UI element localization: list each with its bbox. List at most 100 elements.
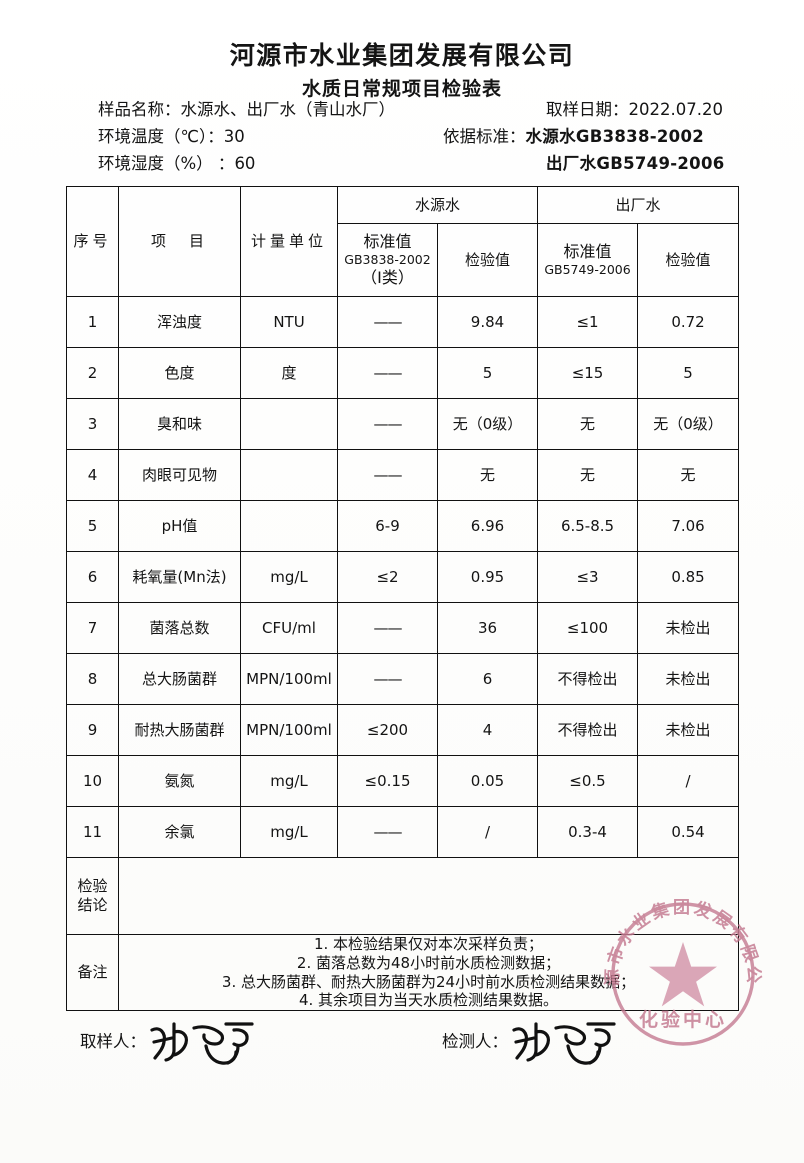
cell-item: 菌落总数 (118, 602, 241, 654)
cell-outlet-value: / (637, 755, 740, 807)
cell-outlet-value: 未检出 (637, 653, 740, 705)
cell-outlet-value: 0.85 (637, 551, 740, 603)
sampling-date: 取样日期：2022.07.20 (546, 96, 723, 123)
table-row: 4 肉眼可见物 —— 无无无 (66, 449, 740, 501)
table-row: 3 臭和味 —— 无（0级）无无（0级） (66, 398, 740, 450)
cell-outlet-standard: 不得检出 (537, 653, 639, 705)
cell-item: 肉眼可见物 (118, 449, 241, 501)
cell-source-standard: —— (337, 602, 438, 654)
tester-signature-block: 检测人： (442, 1022, 622, 1068)
cell-unit: mg/L (240, 551, 338, 603)
table-row: 5 pH值 6-9 6.96 6.5-8.5 7.06 (66, 500, 740, 552)
cell-unit: MPN/100ml (240, 653, 338, 705)
ambient-humidity-label: 环境湿度（%） ： (98, 154, 235, 173)
cell-source-standard: ≤2 (337, 551, 438, 603)
cell-unit: mg/L (240, 755, 338, 807)
cell-outlet-standard: 无 (537, 398, 639, 450)
company-title: 河源市水业集团发展有限公司 (229, 41, 575, 70)
cell-source-value: 9.84 (436, 296, 539, 348)
table-header-group-row: 序号 项 目 计量单位 水源水 出厂水 (66, 186, 740, 297)
cell-outlet-value: 无 (637, 449, 740, 501)
sampler-signature-handwriting (148, 1022, 260, 1068)
header-outlet-standard-l2: GB5749-2006 (544, 262, 631, 278)
cell-source-standard: —— (337, 449, 438, 501)
conclusion-value (117, 857, 740, 935)
cell-outlet-standard: 0.3-4 (537, 806, 639, 858)
cell-item: pH值 (118, 500, 241, 552)
meta-row-humidity: 环境湿度（%） ： 60 出厂水GB5749-2006 (98, 150, 744, 177)
standard-source-water: 水源水GB3838-2002 (525, 127, 705, 146)
sampler-signature-block: 取样人： (80, 1022, 260, 1068)
cell-no: 4 (66, 449, 119, 501)
table-row: 11 余氯 mg/L ——/0.3-4 0.54 (66, 806, 740, 858)
header-group-source-water: 水源水 (336, 186, 539, 224)
sampling-date-label: 取样日期： (546, 100, 629, 119)
cell-unit: mg/L (240, 806, 338, 858)
cell-outlet-value: 0.54 (637, 806, 740, 858)
cell-item: 余氯 (118, 806, 241, 858)
cell-unit (240, 449, 338, 501)
conclusion-label-l1: 检验 (77, 877, 108, 896)
header-source-standard-l2: GB3838-2002 (344, 252, 431, 268)
cell-item: 耐热大肠菌群 (118, 704, 241, 756)
header-source-standard: 标准值 GB3838-2002 （Ⅰ类） (337, 223, 438, 297)
cell-no: 10 (66, 755, 119, 807)
cell-no: 2 (66, 347, 119, 399)
cell-no: 11 (66, 806, 119, 858)
cell-outlet-value: 5 (637, 347, 740, 399)
header-source-value: 检验值 (436, 223, 539, 297)
cell-source-standard: ≤200 (337, 704, 438, 756)
cell-unit: NTU (240, 296, 338, 348)
sample-name-value: 水源水、出厂水（青山水厂） (180, 100, 396, 119)
form-title: 水质日常规项目检验表 (301, 78, 502, 100)
cell-source-value: / (436, 806, 539, 858)
table-row: 2 色度度 —— 5 ≤15 5 (66, 347, 740, 399)
table-body: 1 浑浊度 NTU —— 9.84 ≤1 0.72 2 色度度 —— 5 ≤15 5 3 臭和味 —— 无（0级… (66, 296, 740, 858)
cell-outlet-standard: ≤100 (537, 602, 639, 654)
remarks-row: 备注 1. 本检验结果仅对本次采样负责； 2. 菌落总数为48小时前水质检测数据；… (66, 934, 740, 1011)
meta-row-temperature: 环境温度（℃）： 30 依据标准：水源水GB3838-2002 (98, 123, 744, 150)
cell-outlet-standard: 6.5-8.5 (537, 500, 639, 552)
cell-item: 臭和味 (118, 398, 241, 450)
cell-source-value: 4 (436, 704, 539, 756)
table-foot: 检验 结论 备注 1. 本检验结果仅对本次采样负责； 2. 菌落总数为48小时前水… (66, 857, 740, 1011)
conclusion-label-l2: 结论 (77, 896, 108, 914)
remark-line: 1. 本检验结果仅对本次采样负责； (313, 935, 544, 953)
table-row: 8 总大肠菌群 MPN/100ml —— 6 不得检出 未检出 (66, 653, 740, 705)
signature-area: 取样人： 检测人： (80, 1022, 780, 1082)
header-group-outlet-water: 出厂水 (537, 186, 740, 224)
meta-row-sample: 样品名称： 水源水、出厂水（青山水厂） 取样日期：2022.07.20 (98, 96, 744, 123)
cell-unit: CFU/ml (240, 602, 338, 654)
cell-unit: MPN/100ml (240, 704, 338, 756)
cell-outlet-value: 0.72 (637, 296, 740, 348)
header-item: 项 目 (118, 186, 241, 297)
cell-outlet-standard: ≤0.5 (537, 755, 639, 807)
remark-line: 4. 其余项目为当天水质检测结果数据。 (298, 991, 559, 1010)
cell-outlet-standard: ≤15 (537, 347, 639, 399)
cell-item: 色度 (118, 347, 241, 399)
remark-line: 3. 总大肠菌群、耐热大肠菌群为24小时前水质检测结果数据； (221, 972, 636, 991)
table-row: 1 浑浊度 NTU —— 9.84 ≤1 0.72 (66, 296, 740, 348)
header-no: 序号 (66, 186, 119, 297)
cell-source-value: 0.05 (436, 755, 539, 807)
cell-item: 耗氧量(Mn法) (118, 551, 241, 603)
cell-source-value: 5 (436, 347, 539, 399)
conclusion-row: 检验 结论 (66, 857, 740, 935)
cell-no: 7 (66, 602, 119, 654)
cell-outlet-standard: 无 (537, 449, 639, 501)
cell-source-standard: ≤0.15 (337, 755, 438, 807)
cell-no: 5 (66, 500, 119, 552)
remark-line: 2. 菌落总数为48小时前水质检测数据； (296, 953, 561, 972)
standard-outlet-water: 出厂水GB5749-2006 (546, 154, 725, 173)
cell-source-value: 6 (436, 653, 539, 705)
conclusion-label: 检验 结论 (66, 857, 119, 935)
header-outlet-value: 检验值 (637, 223, 740, 297)
cell-source-standard: 6-9 (337, 500, 438, 552)
header-outlet-standard: 标准值 GB5749-2006 (537, 223, 639, 297)
cell-no: 1 (66, 296, 119, 348)
report-table-wrapper: 序号 项 目 计量单位 水源水 出厂水 标准值 GB3838-2002 （Ⅰ类）… (66, 186, 740, 1011)
cell-source-value: 6.96 (436, 500, 539, 552)
header-source-standard-l1: 标准值 (363, 232, 412, 252)
cell-no: 6 (66, 551, 119, 603)
